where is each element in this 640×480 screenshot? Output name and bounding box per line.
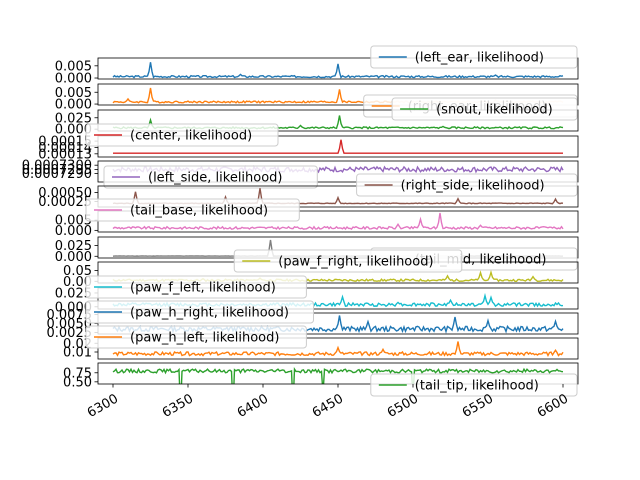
legend-box — [103, 165, 318, 189]
legend-label: (left_side, likelihood) — [148, 171, 283, 186]
y-tick-label: 0.02 — [63, 337, 92, 352]
y-tick-label: 0.000 — [55, 250, 92, 265]
legend-label: (right_side, likelihood) — [401, 179, 545, 194]
y-tick-label: 0.025 — [55, 286, 92, 301]
legend-box — [85, 275, 307, 299]
x-tick-label: 6350 — [160, 391, 196, 421]
legend-label: (tail_tip, likelihood) — [415, 379, 539, 394]
y-tick-label: 0.00025 — [38, 195, 92, 210]
legend: (snout, likelihood) — [391, 97, 578, 121]
y-tick-label: 0.000 — [55, 72, 92, 87]
series-line — [112, 212, 564, 231]
y-tick-label: 0.000 — [55, 300, 92, 315]
legend: (paw_f_right, likelihood) — [233, 249, 463, 273]
legend: (tail_base, likelihood) — [85, 198, 300, 222]
legend: (left_ear, likelihood) — [370, 45, 578, 69]
legend-label: (center, likelihood) — [130, 129, 252, 144]
y-tick-label: 0.005 — [55, 59, 92, 74]
legend-box — [370, 45, 578, 69]
x-tick-label: 6450 — [310, 391, 346, 421]
legend: (center, likelihood) — [85, 123, 279, 147]
legend: (right_side, likelihood) — [356, 173, 578, 197]
y-tick-label: 0.000 — [55, 224, 92, 239]
y-tick-label: 0.00013 — [38, 147, 92, 162]
legend-box — [370, 373, 578, 397]
y-tick-label: 0.0007300 — [22, 159, 92, 174]
series-line — [112, 341, 564, 357]
legend-box — [85, 198, 300, 222]
axes-frame — [97, 83, 579, 106]
series-line — [112, 367, 564, 384]
y-tick-label: 0.000 — [55, 98, 92, 113]
legend-label: (paw_h_left, likelihood) — [130, 331, 279, 346]
y-tick-label: 0.000 — [55, 123, 92, 138]
subplot: 0.500.75 (tail_tip, likelihood) — [63, 362, 579, 397]
axes-frame — [97, 109, 579, 132]
y-tick-label: 0.00014 — [38, 141, 92, 156]
legend: (paw_h_left, likelihood) — [85, 325, 307, 349]
x-tick-label: 6300 — [85, 391, 121, 421]
y-tick-label: 0.00015 — [38, 135, 92, 150]
subplot: 0.010.02 (paw_h_left, likelihood) — [63, 325, 579, 361]
y-tick-label: 0.0007290 — [22, 167, 92, 182]
legend-label: (tail_base, likelihood) — [130, 204, 268, 219]
legend-label: (paw_h_right, likelihood) — [130, 306, 289, 321]
y-tick-label: 0.00 — [63, 275, 92, 290]
y-tick-label: 0.0050 — [47, 317, 93, 332]
legend-box — [233, 249, 463, 273]
legend-label: (paw_f_left, likelihood) — [130, 281, 276, 296]
series-line — [113, 139, 563, 154]
y-tick-label: 0.75 — [63, 366, 92, 381]
y-tick-label: 0.01 — [63, 346, 92, 361]
axes-frame — [97, 185, 579, 208]
x-tick-label: 6400 — [235, 391, 271, 421]
legend: (paw_h_right, likelihood) — [85, 300, 314, 324]
legend-box — [391, 97, 578, 121]
axes-frame — [97, 57, 579, 80]
legend-box — [85, 123, 279, 147]
y-tick-label: 0.0007295 — [22, 163, 92, 178]
legend-label: (snout, likelihood) — [436, 103, 553, 118]
y-tick-label: 0.0075 — [47, 308, 93, 323]
axes-frame — [97, 160, 579, 183]
series-line — [112, 62, 564, 79]
legend-box — [85, 325, 307, 349]
y-tick-label: 0.50 — [63, 375, 92, 390]
y-tick-label: 0.025 — [55, 239, 92, 254]
legend-box — [356, 173, 578, 197]
legend-label: (paw_f_right, likelihood) — [278, 255, 433, 270]
y-tick-label: 0.05 — [63, 264, 92, 279]
legend-label: (left_ear, likelihood) — [415, 51, 544, 66]
y-tick-label: 0.005 — [55, 86, 92, 101]
subplot: 0.000.05 (paw_f_right, likelihood) — [63, 249, 579, 290]
legend-box — [85, 300, 314, 324]
legend: (tail_tip, likelihood) — [370, 373, 578, 397]
y-tick-label: 0.00050 — [38, 186, 92, 201]
legend: (paw_f_left, likelihood) — [85, 275, 307, 299]
y-tick-label: 0.005 — [55, 214, 92, 229]
legend: (left_side, likelihood) — [103, 165, 318, 189]
y-tick-label: 0.0025 — [47, 326, 93, 341]
y-tick-label: 0.025 — [55, 111, 92, 126]
